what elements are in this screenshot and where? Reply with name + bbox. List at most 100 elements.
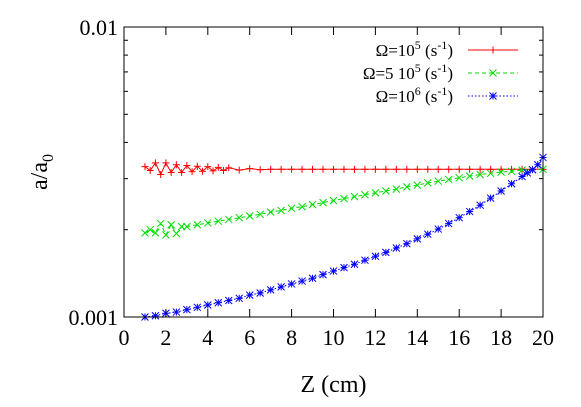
data-point (486, 194, 495, 202)
legend-item-1: Ω=105 (s-1) (376, 38, 518, 60)
legend-text: Ω=5 10 (363, 64, 415, 83)
data-point (298, 165, 306, 173)
marker-stroke (167, 220, 175, 229)
legend-superscript: 6 (415, 84, 421, 98)
legend-text: Ω=10 (376, 41, 415, 60)
data-point (151, 159, 159, 167)
legend-label: Ω=5 105 (s-1) (363, 61, 453, 83)
data-point (340, 165, 348, 173)
x-tick-label: 6 (244, 325, 255, 350)
marker-stroke (151, 229, 160, 237)
data-point (225, 164, 233, 172)
marker-stroke (245, 291, 254, 299)
marker-stroke (151, 311, 160, 320)
marker-stroke (497, 168, 505, 176)
data-point (308, 200, 317, 209)
data-point (309, 165, 317, 173)
marker-stroke (182, 305, 191, 314)
marker-stroke (256, 210, 265, 219)
x-tick-label: 10 (323, 325, 345, 350)
marker-stroke (507, 179, 516, 188)
data-point (444, 175, 453, 184)
marker-stroke (476, 201, 485, 210)
legend-label: Ω=106 (s-1) (376, 84, 453, 106)
marker-stroke (455, 213, 464, 222)
data-point (245, 291, 254, 299)
marker-stroke (329, 196, 338, 205)
series-line (144, 157, 544, 318)
marker-stroke (444, 219, 453, 228)
marker-stroke (146, 225, 155, 234)
data-point (141, 229, 149, 237)
data-point (256, 289, 265, 297)
data-point (402, 183, 411, 191)
legend-text: ) (447, 64, 453, 83)
legend-text: ) (447, 41, 453, 60)
marker-stroke (162, 230, 170, 239)
series-2 (141, 165, 547, 239)
data-point (466, 165, 474, 173)
data-point (455, 173, 464, 182)
data-point (413, 165, 421, 173)
data-point (434, 177, 443, 186)
data-point (486, 169, 495, 178)
marker-stroke (350, 260, 359, 269)
data-point (444, 219, 453, 228)
data-point (141, 163, 149, 171)
data-point (382, 187, 390, 195)
data-point (319, 165, 327, 173)
legend-superscript: -1 (437, 61, 447, 75)
data-point (193, 162, 201, 170)
data-point (204, 163, 212, 171)
y-axis-label-main: a/a (27, 162, 53, 190)
marker-stroke (523, 169, 532, 177)
data-point (361, 256, 369, 265)
series-layer (141, 153, 547, 321)
data-point (507, 167, 516, 176)
marker-stroke (489, 92, 497, 100)
data-point (507, 179, 516, 188)
marker-stroke (245, 212, 254, 220)
data-point (183, 161, 191, 169)
data-point (162, 230, 170, 239)
legend-item-2: Ω=5 105 (s-1) (363, 61, 518, 83)
legend-text: (s (421, 64, 438, 83)
marker-stroke (361, 190, 369, 199)
data-point (256, 166, 264, 174)
data-point (146, 167, 154, 175)
marker-stroke (319, 270, 327, 279)
legend-superscript: -1 (437, 84, 447, 98)
data-point (382, 165, 390, 173)
marker-stroke (402, 183, 411, 191)
data-point (209, 167, 217, 175)
y-tick-label: 0.001 (69, 305, 119, 330)
x-tick-label: 18 (490, 325, 512, 350)
marker-stroke (465, 172, 474, 180)
data-point (455, 165, 463, 173)
marker-stroke (497, 187, 505, 195)
marker-stroke (350, 192, 359, 201)
data-point (392, 244, 401, 252)
data-point (392, 185, 401, 193)
marker-stroke (402, 239, 411, 248)
data-point (220, 167, 228, 175)
data-point (340, 194, 348, 203)
marker-stroke (203, 219, 212, 227)
marker-stroke (266, 286, 275, 294)
data-point (193, 220, 202, 229)
y-axis-label-subscript: 0 (40, 154, 57, 162)
marker-stroke (182, 222, 191, 231)
marker-stroke (486, 169, 495, 178)
data-point (266, 208, 275, 216)
data-point (371, 165, 379, 173)
data-point (214, 298, 223, 307)
data-point (203, 219, 212, 227)
data-point (487, 165, 495, 173)
x-tick-label: 16 (448, 325, 470, 350)
data-point (392, 165, 400, 173)
data-point (330, 165, 337, 173)
data-point (424, 165, 432, 173)
legend-text: (s (421, 87, 438, 106)
legend-superscript: -1 (437, 38, 447, 52)
legend-item-3: Ω=106 (s-1) (376, 84, 518, 106)
